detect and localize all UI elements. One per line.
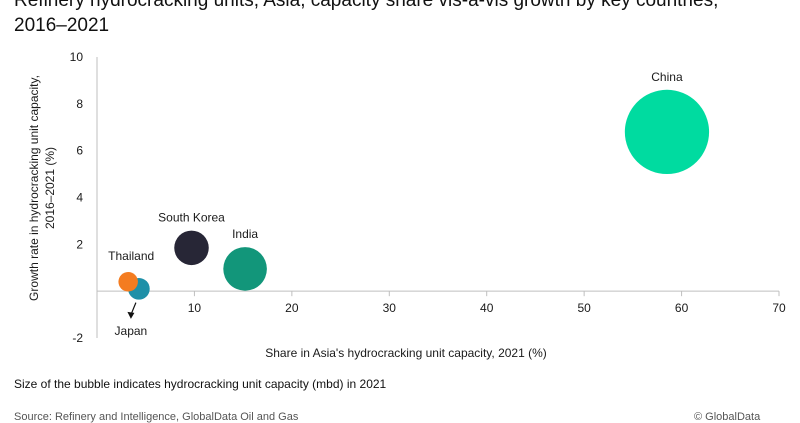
bubble-labels: China India South Korea Thailand Japan <box>108 70 683 338</box>
japan-pointer-arrowhead <box>127 311 135 319</box>
y-axis-title: Growth rate in hydrocracking unit capaci… <box>27 75 57 301</box>
x-tick-label: 60 <box>675 301 689 315</box>
chart-title-line-2: 2016–2021 <box>14 15 110 36</box>
y-axis-title-line-1: Growth rate in hydrocracking unit capaci… <box>27 75 41 301</box>
y-tick-label: 10 <box>70 50 84 64</box>
y-tick-label: 4 <box>76 191 83 205</box>
copyright-text: © GlobalData <box>694 411 761 423</box>
bubble-label-thailand: Thailand <box>108 249 154 263</box>
y-tick-label: -2 <box>72 331 83 345</box>
x-tick-label: 40 <box>480 301 494 315</box>
chart-title-line-1: Refinery hydrocracking units, Asia, capa… <box>14 0 719 11</box>
y-tick-label: 6 <box>76 144 83 158</box>
chart-title: Refinery hydrocracking units, Asia, capa… <box>14 0 800 38</box>
bubble-size-note: Size of the bubble indicates hydrocracki… <box>14 377 387 391</box>
axes: -2 2 4 6 8 10 10 20 30 40 50 60 70 <box>70 50 786 345</box>
bubble-label-india: India <box>232 227 258 241</box>
x-tick-label: 50 <box>577 301 591 315</box>
bubbles <box>118 89 710 300</box>
bubble-label-japan: Japan <box>115 324 148 338</box>
x-tick-label: 10 <box>188 301 202 315</box>
source-text: Source: Refinery and Intelligence, Globa… <box>14 411 299 423</box>
x-tick-label: 20 <box>285 301 299 315</box>
bubble-label-china: China <box>651 70 683 84</box>
bubble-china <box>624 89 710 175</box>
bubble-india <box>223 247 267 291</box>
bubble-south-korea <box>174 230 209 266</box>
y-axis-title-line-2: 2016–2021 (%) <box>43 147 57 229</box>
bubble-label-south-korea: South Korea <box>158 211 225 225</box>
x-tick-label: 70 <box>772 301 786 315</box>
x-tick-label: 30 <box>383 301 397 315</box>
y-tick-label: 8 <box>76 97 83 111</box>
x-axis-title: Share in Asia's hydrocracking unit capac… <box>265 346 547 360</box>
bubble-thailand <box>118 272 138 292</box>
y-tick-label: 2 <box>76 237 83 251</box>
